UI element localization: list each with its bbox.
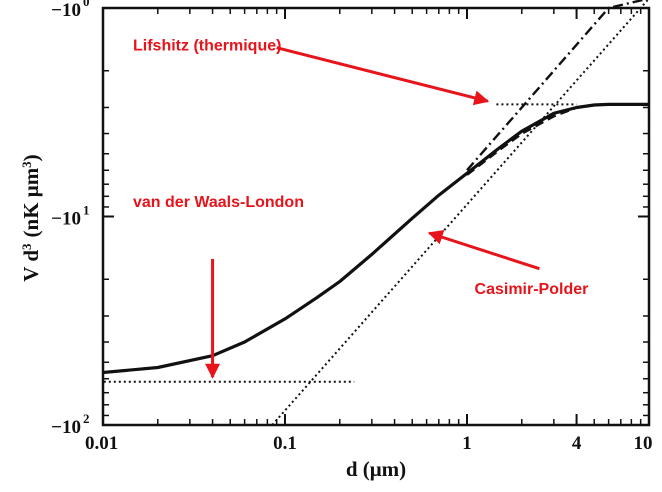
y-axis-label-unit-exp: 3 bbox=[19, 161, 34, 168]
y-axis-label-unit: (nK μm bbox=[19, 167, 43, 237]
y-tick-label-exp: 0 bbox=[83, 0, 90, 9]
y-axis-label: V d3(nK μm3) bbox=[19, 154, 44, 281]
y-tick-label-exp: 2 bbox=[83, 411, 90, 426]
series-line-2 bbox=[466, 0, 648, 171]
x-tick-label: 0.1 bbox=[273, 433, 297, 454]
x-tick-label: 0.01 bbox=[85, 433, 118, 454]
annotations: Lifshitz (thermique) van der Waals-London… bbox=[133, 38, 589, 379]
y-axis-label-exp: 3 bbox=[19, 243, 34, 250]
x-tick-label: 4 bbox=[572, 433, 582, 454]
y-tick-label: −10 bbox=[51, 0, 81, 21]
annotation-label-2: Casimir-Polder bbox=[475, 281, 589, 298]
ticks: 0.01 0.1 1 4 10−10 0−10 1−10 2 bbox=[51, 0, 652, 454]
x-tick-label: 10 bbox=[634, 433, 653, 454]
y-axis-label-close: ) bbox=[19, 154, 43, 161]
series-line-1 bbox=[271, 0, 650, 426]
series-line-3 bbox=[466, 103, 595, 176]
y-axis-label-main: V d bbox=[19, 250, 43, 282]
annotation-arrow-2 bbox=[427, 230, 540, 271]
y-tick-label: −10 bbox=[51, 417, 81, 438]
annotation-label-1: van der Waals-London bbox=[133, 194, 304, 211]
y-tick-label-exp: 1 bbox=[83, 203, 90, 218]
series-group bbox=[102, 0, 650, 426]
series-line-0 bbox=[102, 102, 649, 375]
annotation-label-0: Lifshitz (thermique) bbox=[133, 38, 281, 55]
annotation-arrow-0 bbox=[276, 46, 490, 106]
x-axis-label: d (μm) bbox=[346, 457, 406, 481]
y-tick-label: −10 bbox=[51, 209, 81, 230]
x-tick-label: 1 bbox=[462, 433, 472, 454]
